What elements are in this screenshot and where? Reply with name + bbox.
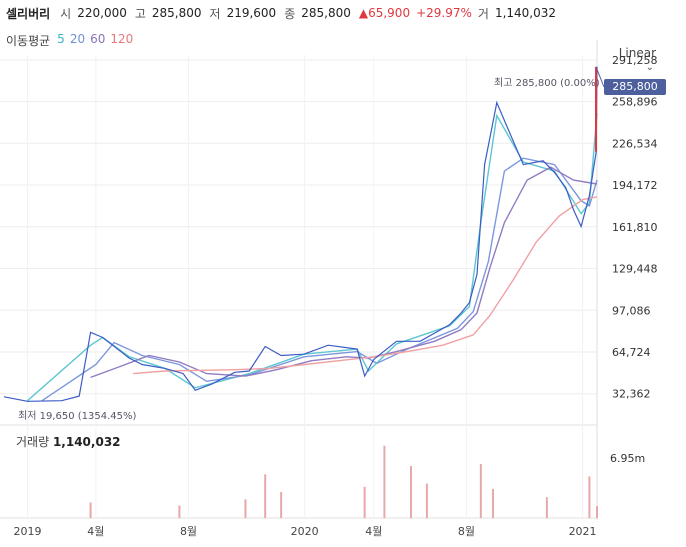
- change-value: ▲65,900: [358, 6, 411, 20]
- y-tick-label: 32,362: [612, 388, 651, 401]
- y-tick-label: 97,086: [612, 304, 651, 317]
- low-value: 219,600: [226, 6, 277, 20]
- x-tick-label: 2020: [291, 525, 319, 538]
- ma-line-ma20: [41, 157, 598, 402]
- ma-period-120[interactable]: 120: [110, 32, 134, 46]
- volume-value: 1,140,032: [494, 6, 557, 20]
- volume-bar: [89, 502, 92, 518]
- volume-bar: [588, 476, 591, 518]
- y-tick-label: 129,448: [612, 263, 658, 276]
- volume-bar: [363, 486, 366, 518]
- scale-toggle-button[interactable]: Linear: [618, 46, 656, 60]
- volume-panel-value: 1,140,032: [52, 435, 121, 449]
- y-tick-label: 194,172: [612, 179, 658, 192]
- volume-bars: [89, 445, 598, 518]
- high-value: 285,800: [151, 6, 202, 20]
- volume-bar: [425, 483, 428, 518]
- x-tick-label: 8월: [458, 525, 475, 538]
- stock-name: 셀리버리: [6, 6, 51, 21]
- x-tick-label: 8월: [180, 525, 197, 538]
- ma-line-ma5: [27, 112, 598, 402]
- max-price-marker: 최고 285,800 (0.00%): [494, 78, 600, 89]
- y-tick-label: 258,896: [612, 96, 658, 109]
- price-series: [3, 66, 605, 402]
- low-label: 저: [209, 6, 221, 21]
- close-label: 종: [284, 6, 296, 21]
- chevron-down-icon[interactable]: ⌄: [645, 62, 654, 73]
- high-label: 고: [134, 6, 146, 21]
- moving-average-label: 이동평균: [6, 34, 51, 48]
- volume-bar: [244, 499, 247, 518]
- y-tick-label: 226,534: [612, 137, 658, 150]
- quote-header: 셀리버리 시 220,000 고 285,800 저 219,600 종 285…: [6, 4, 558, 22]
- volume-panel-title: 거래량 1,140,032: [16, 433, 121, 450]
- x-tick-label: 2019: [14, 525, 42, 538]
- volume-bar: [409, 466, 412, 518]
- volume-bar: [596, 506, 598, 518]
- y-tick-label: 64,724: [612, 346, 651, 359]
- volume-panel-label: 거래량: [16, 435, 50, 449]
- volume-bar: [383, 445, 386, 518]
- volume-bar: [479, 463, 482, 518]
- x-tick-label: 4월: [87, 525, 104, 538]
- ma-period-20[interactable]: 20: [69, 32, 86, 46]
- volume-bar: [264, 474, 267, 518]
- x-tick-label: 2021: [569, 525, 597, 538]
- price-tag-connector: [595, 66, 605, 88]
- price-line: [3, 66, 598, 402]
- ma-line-ma60: [90, 166, 598, 379]
- volume-bar: [545, 497, 548, 518]
- x-tick-label: 4월: [365, 525, 382, 538]
- price-axis-ticks: 32,362 64,724 97,086 129,448 161,810 194,172 2…: [612, 54, 658, 401]
- close-value: 285,800: [301, 6, 351, 20]
- open-value: 220,000: [77, 6, 127, 20]
- ma-period-5[interactable]: 5: [57, 32, 65, 46]
- volume-bar: [280, 492, 283, 518]
- date-axis-ticks: 2019 4월 8월 2020 4월 8월 2021: [14, 525, 597, 538]
- change-percent: +29.97%: [416, 6, 472, 20]
- ma-period-60[interactable]: 60: [90, 32, 106, 46]
- volume-label: 거: [477, 6, 489, 21]
- volume-bar: [178, 505, 181, 518]
- ma-line-ma120: [133, 196, 598, 375]
- current-price-tag: 285,800: [604, 79, 666, 95]
- open-label: 시: [60, 6, 72, 21]
- min-price-marker: 최저 19,650 (1354.45%): [18, 411, 137, 422]
- moving-average-legend: 이동평균 5 20 60 120: [6, 32, 133, 49]
- moving-average-lines: [27, 112, 598, 402]
- grid-lines: [0, 40, 598, 520]
- volume-bar: [491, 488, 494, 518]
- y-tick-label: 291,258: [612, 54, 658, 67]
- y-tick-label: 161,810: [612, 221, 658, 234]
- volume-axis-label: 6.95m: [610, 452, 645, 465]
